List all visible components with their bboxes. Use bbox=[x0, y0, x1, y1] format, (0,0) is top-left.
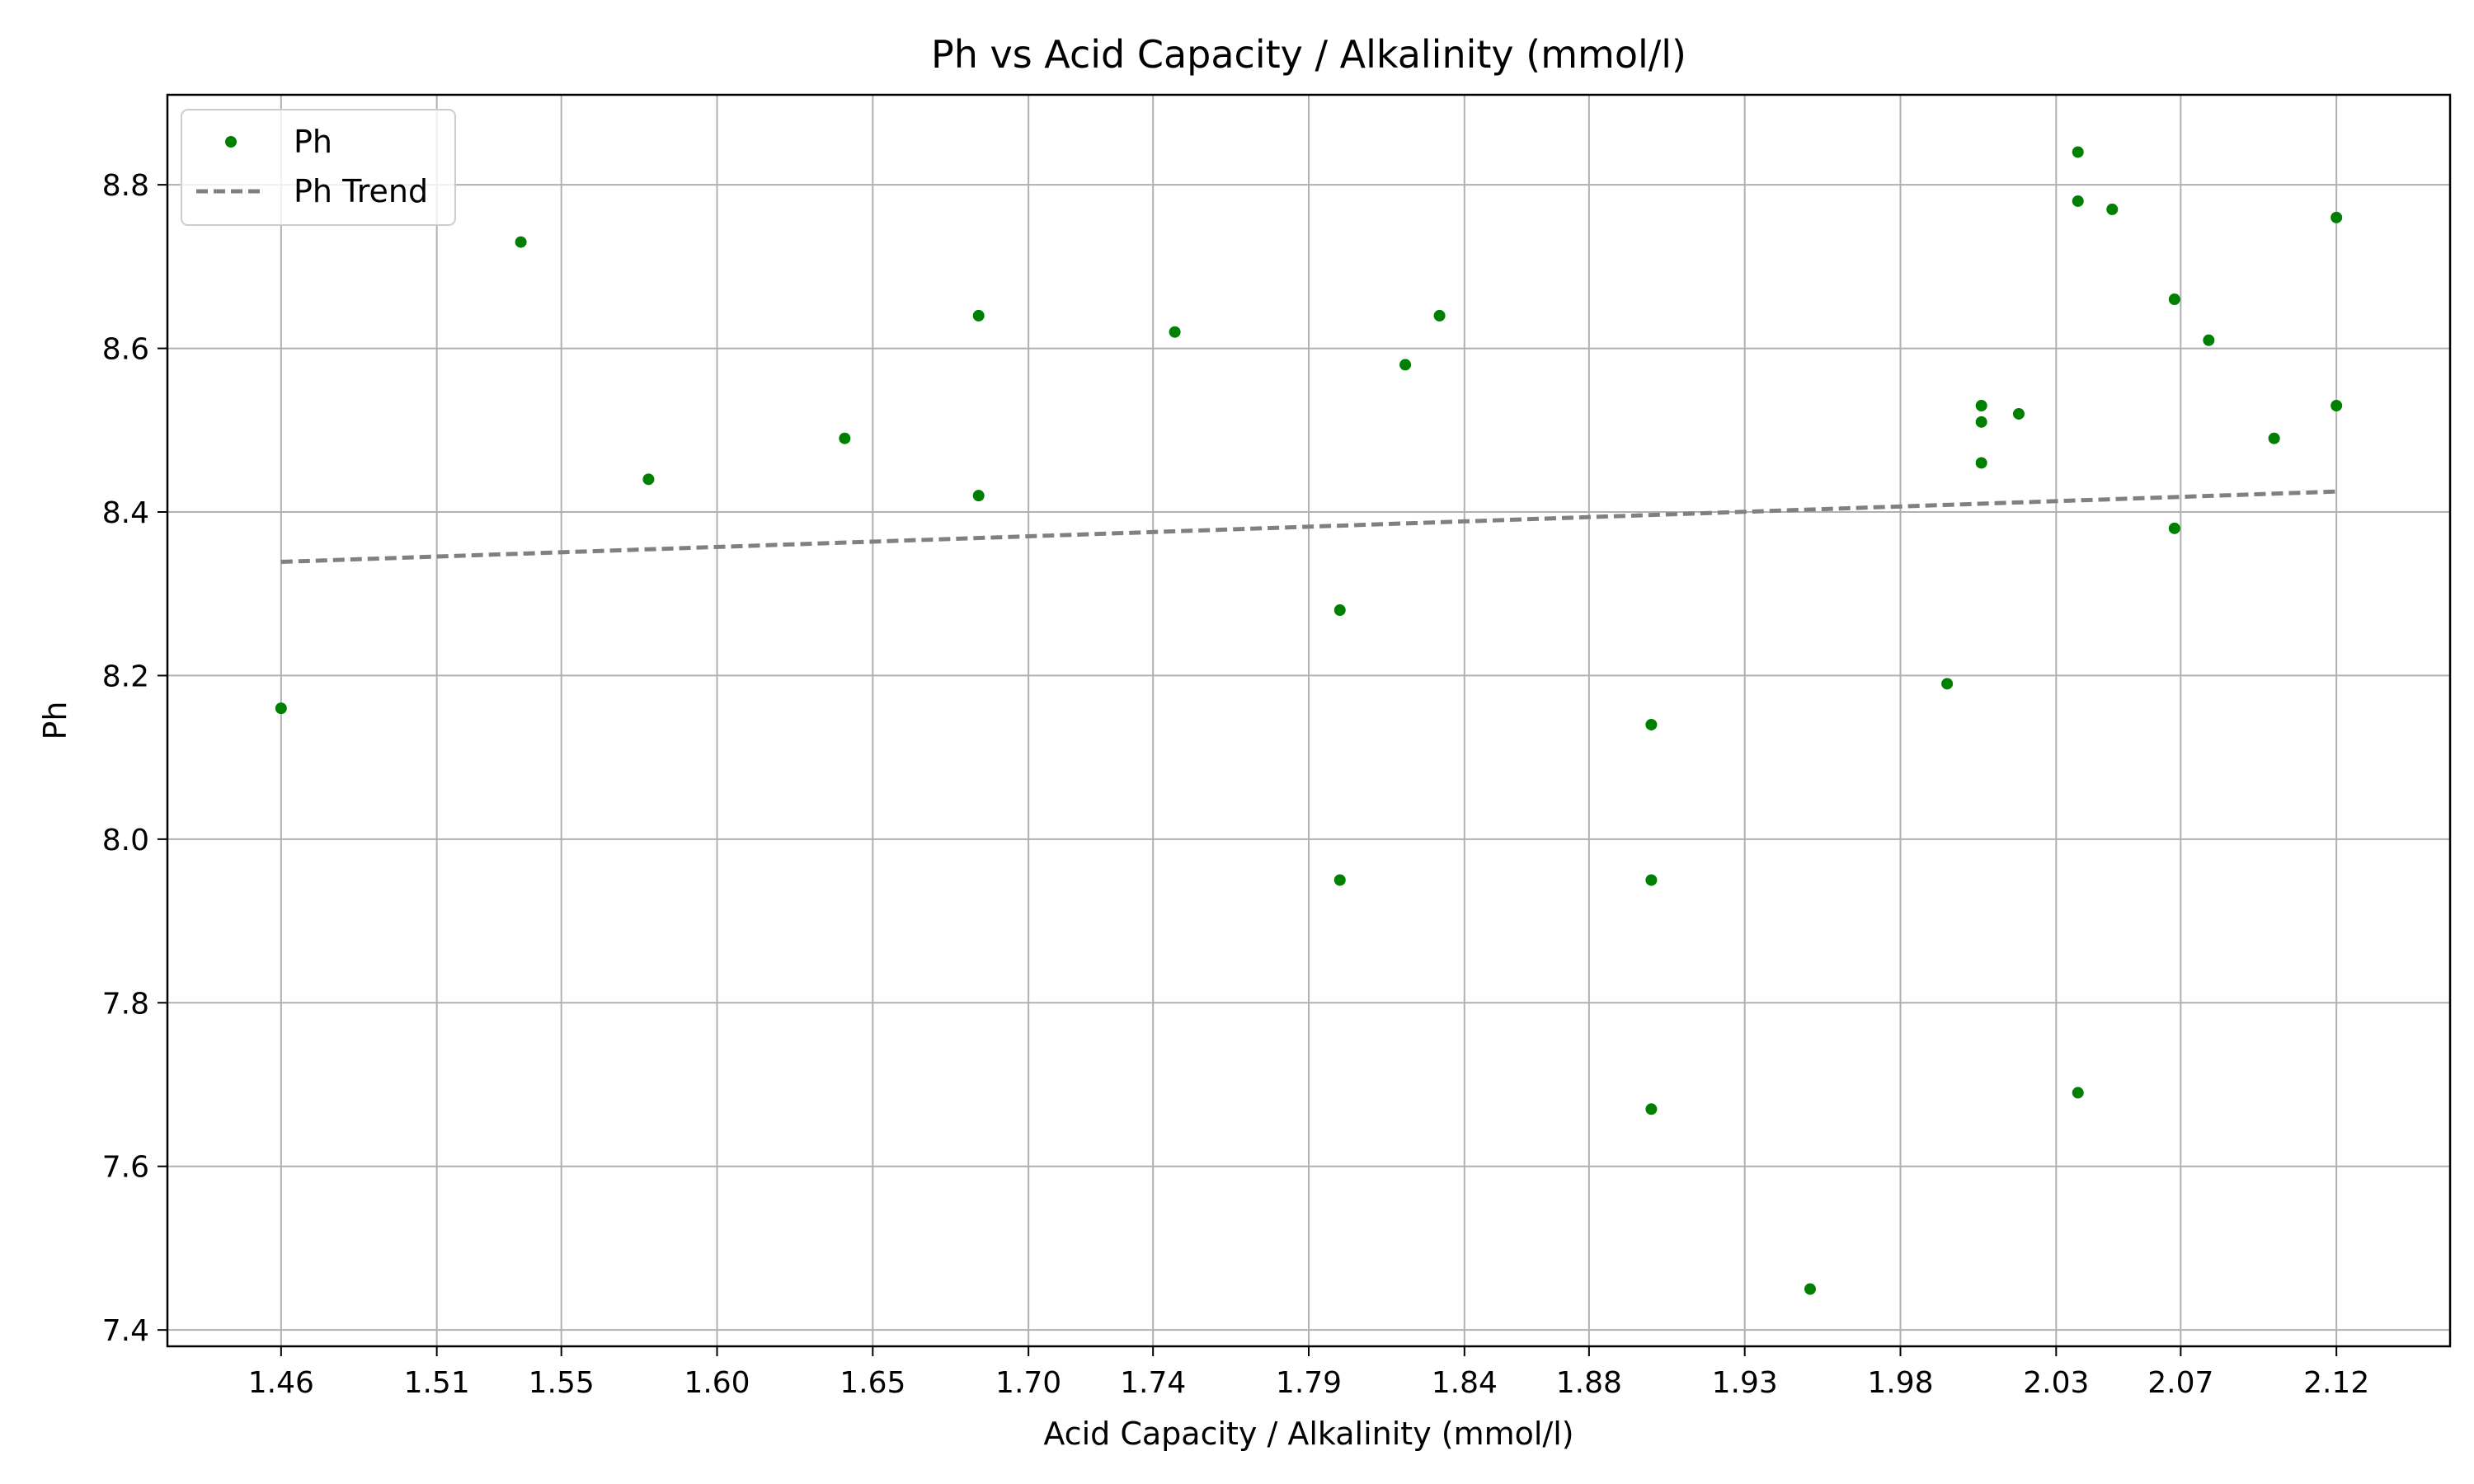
x-axis: 1.46 1.51 1.55 1.60 1.65 1.70 1.74 1.79 1.84 1.88… bbox=[248, 1346, 2369, 1400]
data-point bbox=[1169, 326, 1181, 338]
y-axis: 7.4 7.6 7.8 8.0 8.2 8.4 8.6 8.8 bbox=[102, 169, 167, 1348]
y-tick-label: 8.4 bbox=[102, 496, 149, 530]
grid bbox=[167, 95, 2450, 1346]
data-point bbox=[2268, 432, 2280, 444]
x-tick-label: 2.03 bbox=[2023, 1366, 2089, 1400]
data-point bbox=[2203, 334, 2215, 346]
data-point bbox=[1333, 604, 1346, 617]
data-point bbox=[972, 309, 985, 322]
y-tick-label: 8.8 bbox=[102, 169, 149, 203]
data-point bbox=[2331, 400, 2343, 412]
data-point bbox=[642, 473, 655, 486]
data-point bbox=[2072, 1087, 2084, 1099]
trend-line bbox=[280, 489, 2337, 565]
data-point bbox=[1645, 1103, 1658, 1115]
y-tick-label: 7.4 bbox=[102, 1314, 149, 1348]
data-point bbox=[1645, 718, 1658, 730]
x-tick-label: 1.93 bbox=[1712, 1366, 1778, 1400]
data-point bbox=[1941, 678, 1954, 690]
data-point bbox=[839, 432, 851, 444]
legend-label-ph-trend: Ph Trend bbox=[294, 173, 428, 209]
data-point bbox=[1975, 457, 1987, 469]
data-point bbox=[1975, 400, 1987, 412]
x-tick-label: 1.51 bbox=[404, 1366, 470, 1400]
data-point bbox=[2072, 195, 2084, 207]
data-point bbox=[2106, 203, 2119, 215]
data-point bbox=[1645, 874, 1658, 886]
data-point bbox=[515, 236, 527, 248]
data-point bbox=[1333, 874, 1346, 886]
data-point bbox=[1399, 359, 1412, 371]
data-point bbox=[2168, 294, 2180, 306]
x-tick-label: 1.55 bbox=[529, 1366, 595, 1400]
x-tick-label: 1.60 bbox=[684, 1366, 750, 1400]
y-tick-label: 8.6 bbox=[102, 333, 149, 367]
x-tick-label: 1.65 bbox=[840, 1366, 905, 1400]
data-point bbox=[1804, 1283, 1816, 1295]
x-tick-label: 1.70 bbox=[995, 1366, 1061, 1400]
y-tick-label: 8.0 bbox=[102, 824, 149, 857]
x-tick-label: 1.79 bbox=[1276, 1366, 1342, 1400]
data-point bbox=[275, 702, 287, 715]
x-axis-label: Acid Capacity / Alkalinity (mmol/l) bbox=[1043, 1416, 1573, 1452]
x-tick-label: 1.46 bbox=[248, 1366, 314, 1400]
chart-title: Ph vs Acid Capacity / Alkalinity (mmol/l… bbox=[931, 32, 1686, 77]
x-tick-label: 2.12 bbox=[2303, 1366, 2369, 1400]
x-tick-label: 1.84 bbox=[1432, 1366, 1498, 1400]
y-axis-label: Ph bbox=[37, 702, 73, 740]
data-point bbox=[972, 490, 985, 502]
legend-box bbox=[181, 109, 456, 226]
legend: Ph Ph Trend bbox=[181, 109, 456, 226]
scatter-points bbox=[275, 146, 2343, 1295]
x-tick-label: 2.07 bbox=[2147, 1366, 2213, 1400]
data-point bbox=[2072, 146, 2084, 158]
legend-label-ph: Ph bbox=[294, 124, 332, 160]
trend-line-group bbox=[280, 489, 2337, 565]
x-tick-label: 1.74 bbox=[1120, 1366, 1186, 1400]
legend-marker-ph bbox=[225, 136, 237, 148]
x-tick-label: 1.88 bbox=[1556, 1366, 1622, 1400]
data-point bbox=[2012, 407, 2025, 420]
data-point bbox=[1433, 309, 1446, 322]
data-point bbox=[1975, 416, 1987, 428]
y-tick-label: 7.8 bbox=[102, 987, 149, 1021]
y-tick-label: 7.6 bbox=[102, 1151, 149, 1185]
y-tick-label: 8.2 bbox=[102, 660, 149, 693]
x-tick-label: 1.98 bbox=[1867, 1366, 1933, 1400]
data-point bbox=[2331, 211, 2343, 223]
data-point bbox=[2168, 522, 2180, 534]
